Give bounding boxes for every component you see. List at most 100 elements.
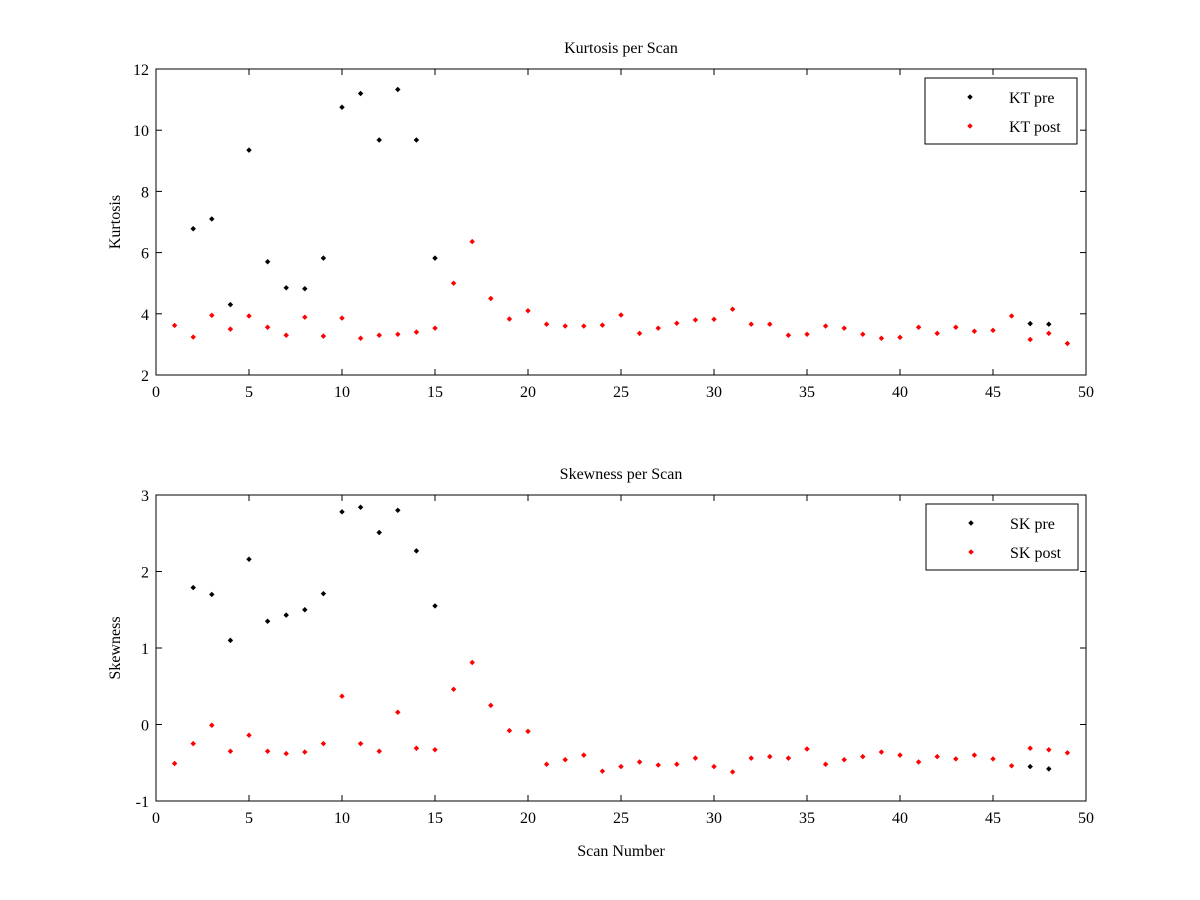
data-point (395, 709, 401, 715)
y-axis-label: Skewness (107, 616, 124, 679)
data-point (171, 322, 178, 329)
y-tick-label: -1 (136, 794, 149, 811)
data-point (543, 321, 550, 327)
legend-entry-label: KT pre (1009, 90, 1054, 107)
data-point (971, 328, 978, 334)
data-point (432, 325, 438, 331)
legend-marker (967, 123, 973, 129)
data-point (841, 756, 847, 763)
x-tick-label: 5 (245, 810, 253, 827)
data-point (767, 753, 773, 760)
data-point (320, 255, 327, 261)
data-point (339, 693, 345, 699)
data-point (953, 756, 959, 762)
x-axis-label: Scan Number (577, 843, 665, 860)
data-point (636, 759, 643, 765)
data-point (190, 740, 196, 747)
data-point (581, 752, 587, 758)
y-tick-label: 12 (133, 62, 149, 79)
legend-entry-label: SK pre (1010, 516, 1055, 533)
x-tick-label: 15 (427, 810, 443, 827)
data-point (488, 702, 494, 709)
data-point (860, 331, 866, 338)
data-point (246, 313, 252, 319)
data-point (320, 590, 327, 597)
data-point (395, 331, 401, 338)
data-point (785, 755, 792, 761)
data-point (283, 285, 289, 291)
data-point (1027, 336, 1033, 343)
data-point (432, 747, 438, 753)
data-point (525, 728, 531, 735)
data-point (376, 529, 382, 536)
y-axis-label: Kurtosis (107, 195, 124, 249)
x-tick-label: 25 (613, 384, 629, 401)
data-point (692, 317, 699, 323)
x-tick-label: 50 (1078, 810, 1094, 827)
data-point (674, 320, 680, 327)
data-point (357, 740, 364, 747)
data-point (618, 312, 624, 318)
data-point (209, 591, 215, 598)
data-point (469, 238, 475, 245)
data-point (1064, 750, 1071, 756)
data-point (897, 334, 903, 341)
data-point (357, 335, 364, 342)
data-point (413, 745, 420, 751)
data-point (246, 147, 252, 153)
y-tick-label: 1 (141, 641, 149, 658)
data-point (246, 556, 252, 562)
data-point (302, 749, 308, 755)
x-tick-label: 20 (520, 384, 536, 401)
data-point (804, 331, 810, 338)
x-tick-label: 35 (799, 384, 815, 401)
data-point (1027, 745, 1033, 751)
data-point (841, 325, 847, 331)
subplot-1: 0 5 10 15 20 25 30 35 40 45 50 2 4 6 8 10 12 Kurtosis per… (107, 40, 1094, 401)
data-point (190, 584, 196, 591)
x-tick-label: 10 (334, 810, 350, 827)
legend-entry-label: KT post (1009, 119, 1061, 136)
data-point (562, 323, 568, 329)
data-point (469, 659, 475, 666)
data-point (506, 316, 513, 322)
data-point (227, 326, 234, 332)
legend: KT pre KT post (924, 77, 1078, 145)
data-point (915, 759, 922, 765)
series-post (171, 659, 1071, 775)
x-tick-label: 30 (706, 384, 722, 401)
data-point (413, 137, 420, 143)
data-point (934, 330, 940, 337)
data-point (395, 507, 401, 514)
data-point (1008, 763, 1015, 769)
data-point (1008, 313, 1015, 319)
data-point (636, 330, 643, 337)
data-point (934, 753, 940, 760)
data-point (915, 324, 922, 330)
data-point (283, 612, 289, 618)
data-point (357, 90, 364, 97)
data-point (506, 727, 513, 734)
data-point (246, 732, 252, 738)
data-point (1046, 321, 1052, 327)
x-tick-label: 5 (245, 384, 253, 401)
data-point (804, 746, 810, 752)
data-point (264, 748, 271, 754)
data-point (748, 321, 754, 327)
data-point (1064, 340, 1071, 347)
legend-box (925, 503, 1079, 571)
data-point (488, 295, 494, 302)
legend-marker (968, 549, 974, 555)
legend-marker (967, 94, 973, 100)
data-point (1027, 763, 1033, 770)
x-tick-label: 40 (892, 384, 908, 401)
data-point (748, 755, 754, 761)
data-point (339, 509, 345, 515)
legend-box (924, 77, 1078, 145)
data-point (711, 763, 717, 770)
legend-entry-label: SK post (1010, 545, 1062, 562)
data-point (302, 607, 308, 613)
y-tick-label: 4 (141, 307, 149, 324)
data-point (655, 325, 661, 331)
